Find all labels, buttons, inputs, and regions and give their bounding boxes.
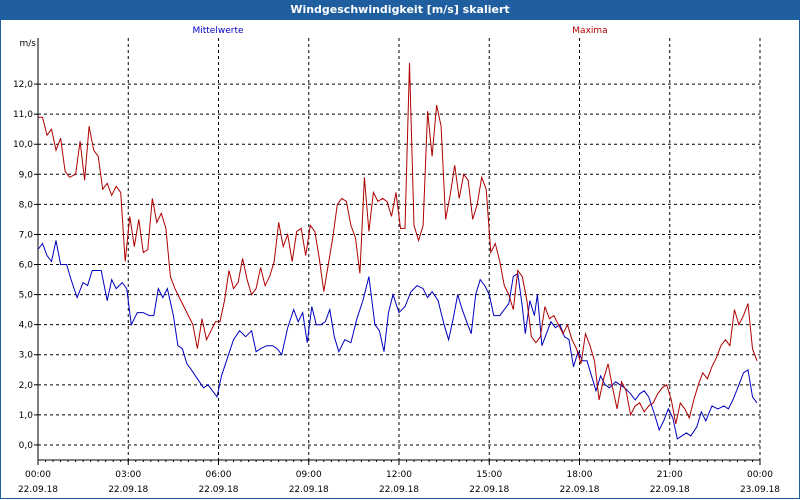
legend-mittelwerte: Mittelwerte bbox=[192, 26, 243, 36]
x-tick-date: 22.09.18 bbox=[108, 485, 148, 495]
series-line-maxima bbox=[38, 62, 758, 425]
x-tick-time: 18:00 bbox=[567, 470, 593, 480]
y-tick-label: 11,0 bbox=[13, 110, 33, 120]
x-tick-time: 15:00 bbox=[476, 470, 502, 480]
y-tick-label: 1,0 bbox=[19, 411, 34, 421]
x-tick-time: 00:00 bbox=[747, 470, 773, 480]
y-tick-label: 7,0 bbox=[19, 230, 34, 240]
x-tick-time: 12:00 bbox=[386, 470, 412, 480]
y-tick-label: 6,0 bbox=[19, 261, 34, 271]
y-tick-label: 5,0 bbox=[19, 291, 34, 301]
y-tick-label: 2,0 bbox=[19, 381, 34, 391]
series-line-mittelwerte bbox=[37, 240, 758, 440]
x-tick-time: 21:00 bbox=[657, 470, 683, 480]
y-tick-label: 4,0 bbox=[19, 321, 34, 331]
window-title: Windgeschwindigkeit [m/s] skaliert bbox=[0, 0, 800, 20]
y-tick-label: 0,0 bbox=[19, 441, 34, 451]
legend-maxima: Maxima bbox=[572, 26, 607, 36]
x-tick-date: 22.09.18 bbox=[18, 485, 58, 495]
x-tick-date: 22.09.18 bbox=[198, 485, 238, 495]
x-tick-time: 09:00 bbox=[296, 470, 322, 480]
x-tick-date: 22.09.18 bbox=[469, 485, 509, 495]
y-tick-label: 8,0 bbox=[19, 200, 34, 210]
x-tick-date: 22.09.18 bbox=[289, 485, 329, 495]
axes: 0,0 1,0 2,0 3,0 4,0 5,0 6,0 7,0 8,0 9,0 10,0 11,0 12… bbox=[13, 38, 780, 495]
y-tick-label: 10,0 bbox=[13, 140, 33, 150]
x-tick-date: 22.09.18 bbox=[559, 485, 599, 495]
y-axis-label: m/s bbox=[20, 39, 37, 49]
x-tick-date: 22.09.18 bbox=[650, 485, 690, 495]
y-tick-label: 9,0 bbox=[19, 170, 34, 180]
x-tick-date: 23.09.18 bbox=[740, 485, 780, 495]
x-tick-time: 00:00 bbox=[25, 470, 51, 480]
x-tick-time: 03:00 bbox=[115, 470, 141, 480]
y-tick-label: 12,0 bbox=[13, 80, 33, 90]
y-tick-label: 3,0 bbox=[19, 351, 34, 361]
x-tick-time: 06:00 bbox=[206, 470, 232, 480]
x-tick-date: 22.09.18 bbox=[379, 485, 419, 495]
series-layer bbox=[37, 62, 758, 440]
grid bbox=[37, 38, 761, 460]
